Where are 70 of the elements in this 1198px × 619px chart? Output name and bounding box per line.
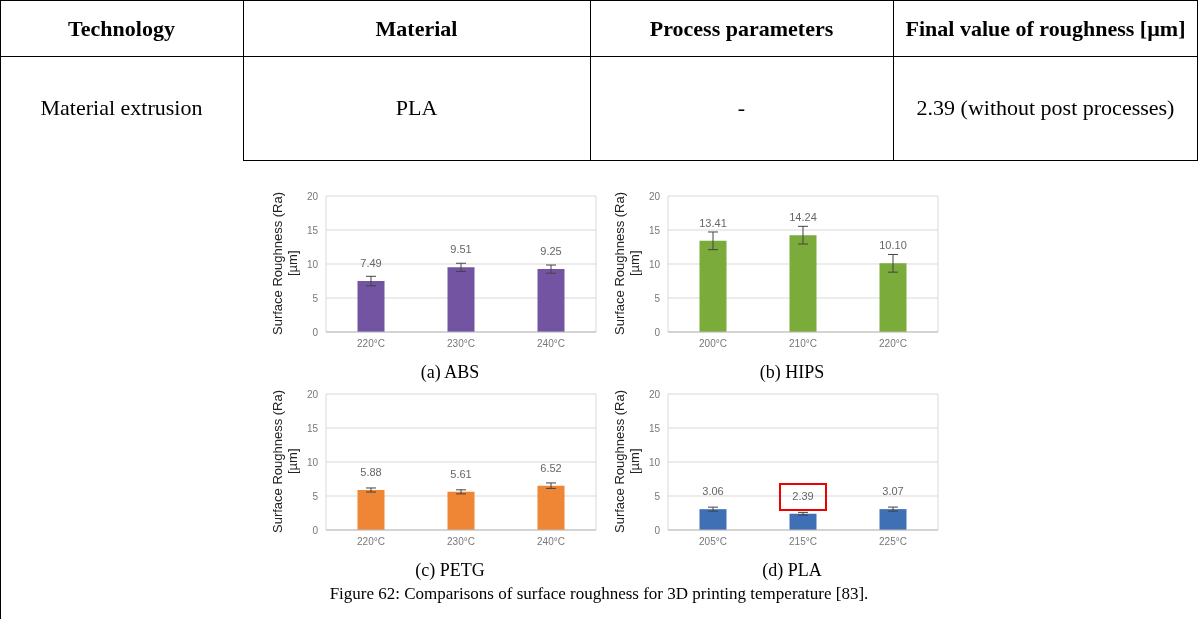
y-tick-label: 0 bbox=[654, 326, 661, 338]
data-label: 5.61 bbox=[450, 467, 472, 480]
caption: Figure 62: Comparisons of surface roughness for 3D printing temperature [83]. bbox=[328, 584, 870, 604]
y-tick-label: 0 bbox=[312, 326, 319, 338]
y-axis-title: Surface Roughness (Ra) [µm] bbox=[270, 388, 301, 535]
y-tick-label: 15 bbox=[648, 224, 661, 236]
data-label: 2.39 bbox=[792, 489, 814, 502]
x-tick-label: 240°C bbox=[537, 338, 565, 350]
y-tick-label: 20 bbox=[648, 190, 661, 202]
y-axis-title: Surface Roughness (Ra) [µm] bbox=[612, 388, 643, 535]
text: 2.39 (without post processes) bbox=[915, 94, 1176, 122]
text: (c) PETG bbox=[414, 560, 486, 581]
text: PLA bbox=[394, 94, 439, 122]
bar bbox=[699, 240, 727, 332]
y-tick-label: 15 bbox=[648, 422, 661, 434]
bar bbox=[537, 485, 565, 530]
x-tick-label: 225°C bbox=[879, 536, 907, 548]
bar bbox=[447, 267, 475, 332]
y-tick-label: 5 bbox=[654, 292, 661, 304]
bar bbox=[537, 269, 565, 332]
data-label: 9.25 bbox=[540, 245, 562, 258]
x-tick-label: 220°C bbox=[357, 536, 385, 548]
text: (d) PLA bbox=[761, 560, 823, 581]
y-axis-title: Surface Roughness (Ra) [µm] bbox=[270, 190, 301, 337]
data-label: 7.49 bbox=[360, 257, 382, 270]
data-label: 13.41 bbox=[699, 216, 727, 229]
y-tick-label: 5 bbox=[312, 490, 319, 502]
y-tick-label: 0 bbox=[654, 524, 661, 536]
x-tick-label: 230°C bbox=[447, 338, 475, 350]
y-tick-label: 10 bbox=[306, 258, 319, 270]
data-label: 3.07 bbox=[882, 485, 904, 498]
y-tick-label: 10 bbox=[648, 258, 661, 270]
data-label: 6.52 bbox=[540, 461, 562, 474]
data-label: 5.88 bbox=[360, 466, 382, 479]
bar bbox=[879, 263, 907, 332]
text: (a) ABS bbox=[419, 362, 481, 383]
y-tick-label: 20 bbox=[648, 388, 661, 400]
x-tick-label: 220°C bbox=[357, 338, 385, 350]
bar bbox=[357, 281, 385, 332]
text: Technology bbox=[67, 15, 176, 43]
text: Material bbox=[374, 15, 459, 43]
text: Process parameters bbox=[648, 15, 835, 43]
x-tick-label: 230°C bbox=[447, 536, 475, 548]
x-tick-label: 220°C bbox=[879, 338, 907, 350]
x-tick-label: 210°C bbox=[789, 338, 817, 350]
y-axis-title: Surface Roughness (Ra) [µm] bbox=[612, 190, 643, 337]
data-label: 14.24 bbox=[789, 211, 817, 224]
x-tick-label: 215°C bbox=[789, 536, 817, 548]
bar bbox=[357, 490, 385, 530]
y-tick-label: 5 bbox=[312, 292, 319, 304]
y-tick-label: 10 bbox=[648, 456, 661, 468]
y-tick-label: 0 bbox=[312, 524, 319, 536]
text: Final value of roughness [µm] bbox=[904, 15, 1187, 43]
data-label: 9.51 bbox=[450, 243, 472, 256]
y-tick-label: 20 bbox=[306, 190, 319, 202]
data-label: 3.06 bbox=[702, 485, 724, 498]
bar bbox=[447, 491, 475, 530]
x-tick-label: 200°C bbox=[699, 338, 727, 350]
y-tick-label: 5 bbox=[654, 490, 661, 502]
bar bbox=[789, 235, 817, 332]
data-label: 10.10 bbox=[879, 239, 907, 252]
text: Material extrusion bbox=[39, 94, 204, 122]
y-tick-label: 15 bbox=[306, 224, 319, 236]
x-tick-label: 205°C bbox=[699, 536, 727, 548]
y-tick-label: 20 bbox=[306, 388, 319, 400]
y-tick-label: 10 bbox=[306, 456, 319, 468]
text: (b) HIPS bbox=[758, 362, 826, 383]
y-tick-label: 15 bbox=[306, 422, 319, 434]
x-tick-label: 240°C bbox=[537, 536, 565, 548]
text: - bbox=[736, 94, 747, 122]
